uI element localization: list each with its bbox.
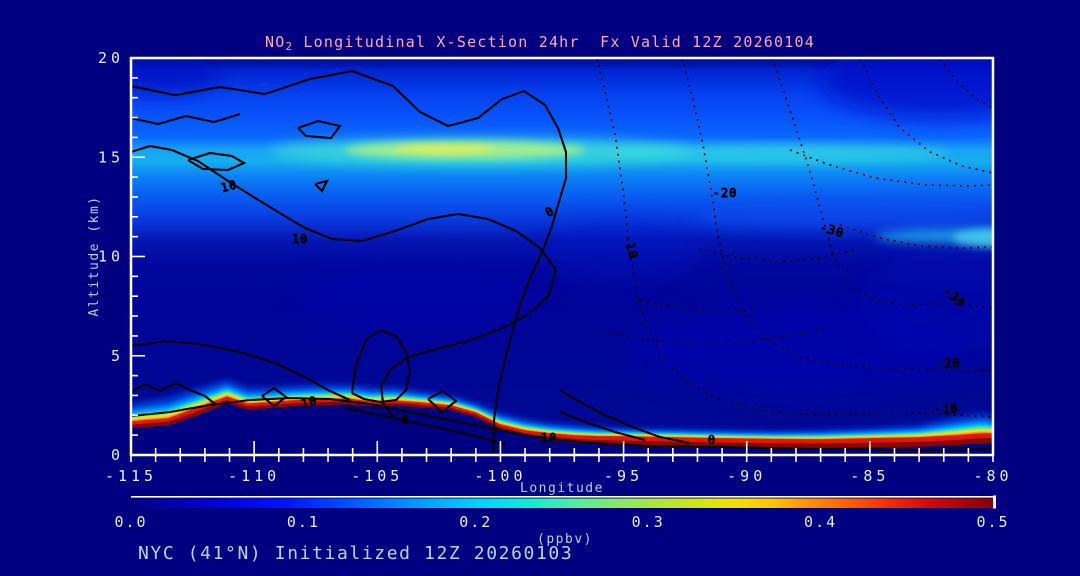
contour-label: -10 <box>621 233 641 260</box>
field-patch <box>131 59 993 65</box>
contour-label: 10 <box>292 232 308 246</box>
contour-line-solid <box>559 389 691 445</box>
x-tick-label: -85 <box>850 467 889 485</box>
colorbar-tick-label: 0.3 <box>632 513 665 531</box>
colorbar-tick-label: 0.0 <box>114 513 147 531</box>
colorbar-end-cap <box>993 495 996 509</box>
x-tick-label: -105 <box>351 467 403 485</box>
x-tick-label: -115 <box>105 467 157 485</box>
colorbar-units-label: (ppbv) <box>537 532 593 547</box>
contour-label: -20 <box>936 356 961 370</box>
contour-line-solid <box>261 386 288 408</box>
contour-line-dotted <box>681 58 993 372</box>
contour-line-solid <box>131 396 993 452</box>
contour-line-solid <box>131 339 351 401</box>
contour-line-dotted <box>639 299 758 313</box>
field-patch <box>953 228 993 248</box>
contour-line-dotted <box>939 58 993 109</box>
colorbar-tick-label: 0.1 <box>287 513 320 531</box>
field-patch <box>820 58 993 118</box>
x-tick-label: -110 <box>228 467 280 485</box>
colorbar-top-line <box>131 496 993 498</box>
x-tick-label: -80 <box>973 467 1012 485</box>
contour-label: 0 <box>401 413 409 427</box>
contour-line-dotted <box>599 329 826 345</box>
x-tick-label: -90 <box>727 467 766 485</box>
contour-line-solid <box>559 411 646 442</box>
contour-line-solid <box>350 328 412 404</box>
y-tick-label: 0 <box>111 446 124 464</box>
axes <box>129 56 995 462</box>
plot-title: NO2 Longitudinal X-Section 24hr Fx Valid… <box>0 33 1080 53</box>
contour-line-solid <box>314 179 329 193</box>
contour-line-solid <box>131 112 241 126</box>
field-patch <box>540 220 700 280</box>
contour-line-dotted <box>699 249 856 263</box>
colorbar: 0.0 0.1 0.2 0.3 0.4 0.5 (ppbv) <box>114 495 1009 547</box>
contour-line-solid <box>131 381 216 405</box>
contour-line-solid <box>131 144 558 418</box>
x-tick-label: -95 <box>604 467 643 485</box>
plot-title-subscript: 2 <box>285 40 294 54</box>
field-patch <box>300 265 540 335</box>
x-axis-title: Longitude <box>520 481 604 496</box>
colorbar-tick-label: 0.5 <box>976 513 1009 531</box>
colorbar-gradient <box>131 498 993 508</box>
contour-label: 10 <box>541 431 557 445</box>
contour-line-dotted <box>839 224 993 249</box>
init-info-text: NYC (41°N) Initialized 12Z 20260103 <box>138 543 574 564</box>
y-tick-label: 10 <box>98 248 124 266</box>
contour-line-solid <box>131 69 568 455</box>
colorbar-tick-label: 0.4 <box>804 513 837 531</box>
contour-line-solid <box>427 389 458 414</box>
terrain-mask <box>131 403 993 455</box>
contour-label: 10 <box>300 394 319 411</box>
field-patch <box>860 250 993 350</box>
x-tick-label: -100 <box>474 467 526 485</box>
y-tick-label: 15 <box>98 148 124 166</box>
contour-label: -30 <box>818 220 845 240</box>
contour-label: -20 <box>713 186 738 200</box>
field-patch <box>690 201 993 229</box>
field-patch <box>131 58 220 95</box>
contour-label: 0 <box>708 433 716 447</box>
contour-label: -10 <box>934 402 959 416</box>
contour-line-solid <box>344 406 506 446</box>
y-axis-title: Altitude (km) <box>87 195 102 316</box>
contour-label: 10 <box>219 177 239 195</box>
axis-text: -115 -110 -105 -100 -95 -90 -85 -8005101520Long… <box>87 49 1012 496</box>
field-patch <box>610 144 950 162</box>
contour-line-solid <box>297 119 342 140</box>
contour-line-dotted <box>789 149 993 187</box>
field-patch <box>395 144 495 154</box>
contour-line-dotted <box>596 58 993 418</box>
contour-fill-field <box>131 58 993 455</box>
y-tick-label: 5 <box>111 347 124 365</box>
contour-line-solid <box>187 151 247 172</box>
plot-title-prefix: NO <box>265 33 286 51</box>
plot-title-rest: Longitudinal X-Section 24hr Fx Valid 12Z… <box>293 33 815 51</box>
y-tick-label: 20 <box>98 49 124 67</box>
colorbar-tick-label: 0.2 <box>459 513 492 531</box>
